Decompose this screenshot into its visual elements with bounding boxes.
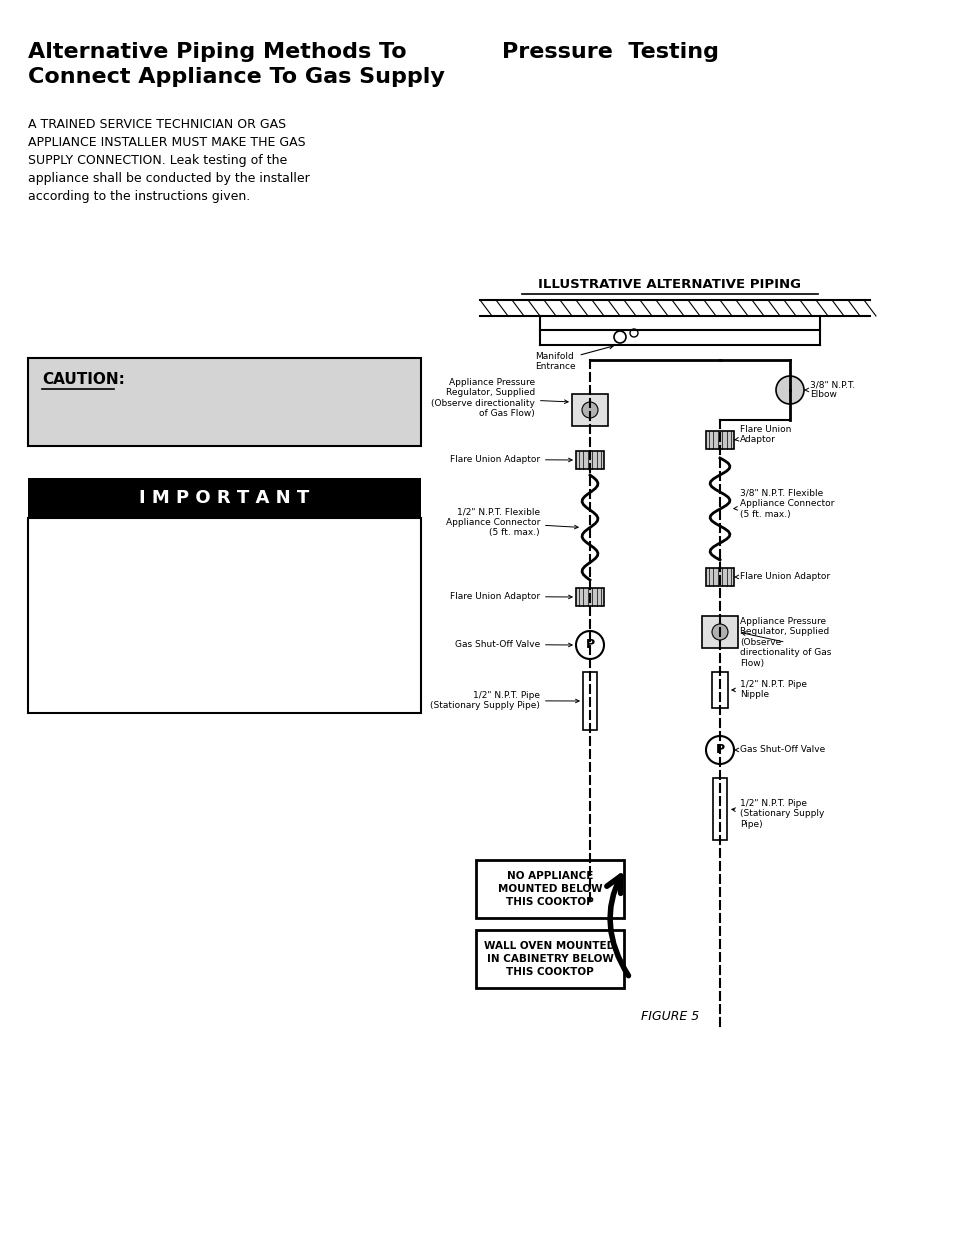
Text: 3/8" N.P.T. Flexible
Appliance Connector
(5 ft. max.): 3/8" N.P.T. Flexible Appliance Connector…: [733, 489, 834, 519]
Circle shape: [629, 329, 638, 337]
Circle shape: [581, 403, 598, 417]
Bar: [576, 588, 603, 606]
Text: Flare Union Adaptor: Flare Union Adaptor: [734, 572, 829, 580]
FancyBboxPatch shape: [28, 517, 420, 713]
Text: WALL OVEN MOUNTED
IN CABINETRY BELOW
THIS COOKTOP: WALL OVEN MOUNTED IN CABINETRY BELOW THI…: [484, 941, 615, 977]
Bar: [572, 394, 607, 426]
Bar: [711, 672, 727, 708]
Bar: [582, 672, 597, 730]
Text: Appliance Pressure
Regulator, Supplied
(Observe directionality
of Gas Flow): Appliance Pressure Regulator, Supplied (…: [431, 378, 568, 419]
FancyBboxPatch shape: [476, 860, 623, 918]
Text: 1/2" N.P.T. Pipe
(Stationary Supply Pipe): 1/2" N.P.T. Pipe (Stationary Supply Pipe…: [430, 692, 578, 710]
Text: 3/8" N.P.T.
Elbow: 3/8" N.P.T. Elbow: [803, 380, 854, 399]
Circle shape: [775, 375, 803, 404]
Text: Appliance Pressure
Regulator, Supplied
(Observe
directionality of Gas
Flow): Appliance Pressure Regulator, Supplied (…: [740, 618, 830, 668]
Text: Flare Union Adaptor: Flare Union Adaptor: [450, 592, 572, 601]
Text: Pressure  Testing: Pressure Testing: [501, 42, 719, 62]
Bar: [712, 778, 726, 840]
Text: I M P O R T A N T: I M P O R T A N T: [139, 489, 310, 508]
Bar: [701, 616, 738, 648]
FancyBboxPatch shape: [476, 930, 623, 988]
Text: NO APPLIANCE
MOUNTED BELOW
THIS COOKTOP: NO APPLIANCE MOUNTED BELOW THIS COOKTOP: [497, 871, 601, 908]
Bar: [705, 431, 733, 450]
Text: Gas Shut-Off Valve: Gas Shut-Off Valve: [455, 640, 572, 650]
Text: CAUTION:: CAUTION:: [42, 372, 125, 387]
FancyBboxPatch shape: [28, 358, 420, 446]
Text: Flare Union
Adaptor: Flare Union Adaptor: [734, 425, 791, 445]
Text: 1/2" N.P.T. Flexible
Appliance Connector
(5 ft. max.): 1/2" N.P.T. Flexible Appliance Connector…: [445, 508, 578, 537]
FancyBboxPatch shape: [28, 478, 420, 517]
Text: Flare Union Adaptor: Flare Union Adaptor: [450, 454, 572, 464]
Text: ILLUSTRATIVE ALTERNATIVE PIPING: ILLUSTRATIVE ALTERNATIVE PIPING: [537, 278, 801, 291]
Text: P: P: [585, 638, 594, 652]
Text: 1/2" N.P.T. Pipe
(Stationary Supply
Pipe): 1/2" N.P.T. Pipe (Stationary Supply Pipe…: [731, 799, 823, 829]
Bar: [576, 451, 603, 469]
Text: P: P: [715, 743, 723, 757]
Text: FIGURE 5: FIGURE 5: [640, 1010, 699, 1023]
Text: 1/2" N.P.T. Pipe
Nipple: 1/2" N.P.T. Pipe Nipple: [731, 680, 806, 699]
Bar: [705, 568, 733, 585]
Circle shape: [711, 624, 727, 640]
Text: Gas Shut-Off Valve: Gas Shut-Off Valve: [734, 745, 824, 755]
Text: Manifold
Entrance: Manifold Entrance: [535, 346, 613, 372]
Circle shape: [614, 331, 625, 343]
Circle shape: [705, 736, 733, 764]
Text: Alternative Piping Methods To
Connect Appliance To Gas Supply: Alternative Piping Methods To Connect Ap…: [28, 42, 444, 86]
Circle shape: [576, 631, 603, 659]
Text: A TRAINED SERVICE TECHNICIAN OR GAS
APPLIANCE INSTALLER MUST MAKE THE GAS
SUPPLY: A TRAINED SERVICE TECHNICIAN OR GAS APPL…: [28, 119, 310, 203]
